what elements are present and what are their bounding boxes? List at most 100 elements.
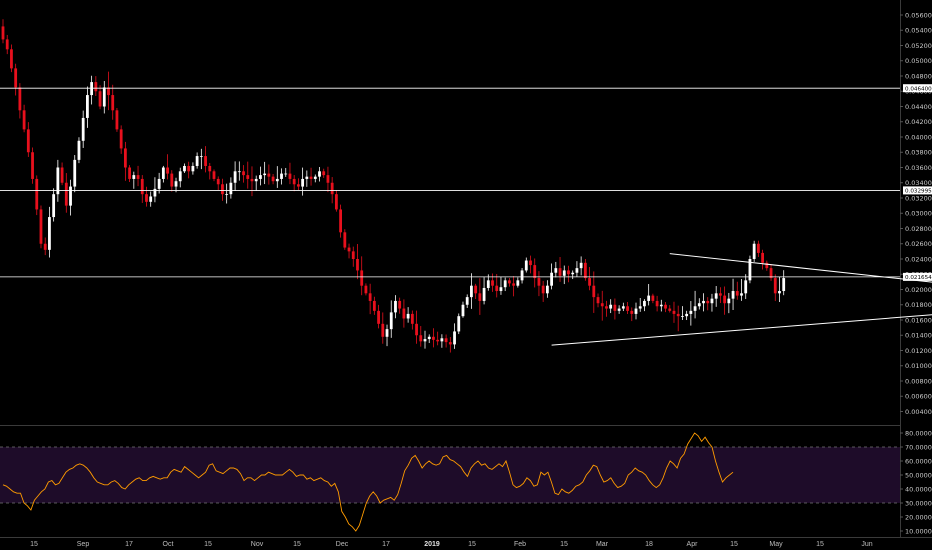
candle-body [406, 313, 410, 319]
candle-body [360, 270, 364, 286]
candle-body [740, 293, 743, 296]
candle-body [313, 176, 317, 179]
candle-body [48, 217, 51, 250]
triangle-upper-line [669, 253, 932, 283]
candle-body [491, 280, 494, 286]
candle-body [575, 268, 579, 273]
candle-body [31, 152, 34, 179]
candle-body [609, 304, 613, 309]
candle-body [752, 243, 756, 259]
candles [1, 19, 786, 353]
candle-body [288, 173, 292, 179]
candle-body [309, 176, 313, 179]
candle-body [22, 110, 26, 130]
rsi-axis-tick-label: 20.0000 [905, 513, 932, 521]
candle-body [731, 291, 735, 299]
candle-body [600, 303, 604, 307]
level-price-tag-text: 0.046400 [905, 86, 932, 92]
rsi-indicator [2, 432, 734, 532]
candle-body [81, 117, 85, 141]
candle-body [301, 178, 305, 187]
candle-body [157, 178, 161, 189]
candle-body [356, 259, 359, 271]
candle-body [372, 300, 376, 311]
candle-body [174, 181, 178, 187]
candle-body [769, 268, 773, 279]
time-axis-tick-label: 18 [645, 541, 653, 548]
candle-body [706, 300, 710, 304]
candle-body [571, 272, 575, 275]
candle-body [250, 178, 254, 182]
candle-body [626, 306, 629, 311]
candle-body [765, 262, 769, 269]
time-axis-tick-label: 17 [125, 541, 133, 548]
candle-body [330, 182, 334, 195]
candle-body [56, 167, 60, 195]
candle-body [545, 285, 549, 294]
candle-body [145, 194, 148, 202]
candle-body [410, 313, 414, 324]
candle-body [714, 293, 718, 299]
candle-body [440, 338, 444, 342]
candle-body [685, 313, 689, 317]
candle-body [402, 308, 406, 319]
time-axis-tick-label: Feb [514, 541, 526, 548]
candle-body [782, 278, 786, 292]
candle-body [52, 194, 56, 218]
candle-body [339, 209, 342, 233]
candle-body [326, 175, 330, 183]
candle-body [237, 171, 241, 173]
candle-body [592, 285, 596, 298]
candle-body [195, 156, 199, 166]
candle-body [132, 175, 136, 179]
candle-body [634, 308, 638, 314]
drawing-overlay: 0.011811 (61.70%) 11811第一目标0.027460 (144… [0, 87, 932, 346]
candle-body [503, 280, 507, 288]
candle-body [613, 304, 617, 311]
candle-body [119, 129, 123, 149]
time-axis-tick-label: Apr [687, 541, 699, 548]
candle-body [111, 95, 115, 111]
candle-body [761, 252, 764, 263]
candle-body [756, 243, 760, 253]
candle-body [524, 260, 528, 271]
candle-body [275, 178, 279, 182]
candle-body [482, 287, 486, 301]
candle-body [689, 310, 693, 314]
candle-body [10, 49, 13, 69]
candle-body [457, 316, 461, 332]
candle-body [778, 291, 781, 294]
candle-body [297, 184, 300, 187]
candle-body [520, 270, 524, 281]
time-axis-tick-label: 17 [382, 541, 390, 548]
candle-body [710, 298, 714, 304]
candle-body [537, 278, 541, 286]
candle-body [246, 175, 250, 179]
time-axis-tick-label: 15 [816, 541, 824, 548]
candle-body [43, 243, 47, 250]
candle-body [128, 167, 131, 179]
candle-body [263, 173, 267, 176]
candle-body [681, 316, 684, 317]
candle-body [212, 171, 216, 179]
time-axis-tick-label: 15 [293, 541, 301, 548]
candle-body [719, 293, 722, 296]
candle-body [516, 280, 520, 286]
candle-body [554, 268, 558, 273]
candle-body [292, 178, 296, 185]
candle-body [470, 285, 473, 298]
candle-body [529, 260, 532, 266]
candle-body [444, 338, 448, 343]
rsi-axis-tick-label: 80.0000 [905, 429, 932, 437]
candle-body [73, 159, 77, 187]
